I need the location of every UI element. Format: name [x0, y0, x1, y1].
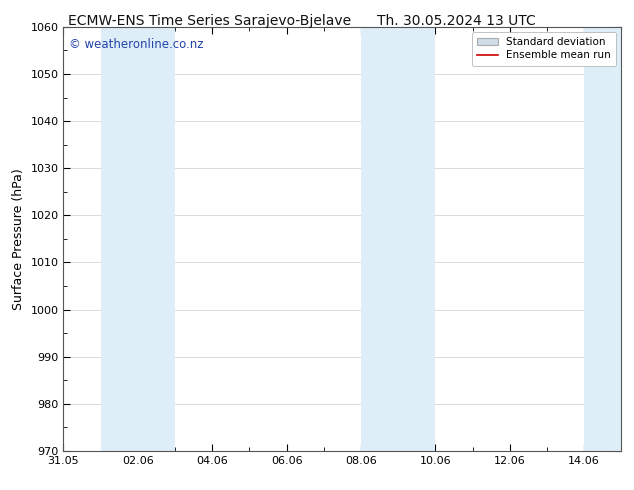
- Text: Th. 30.05.2024 13 UTC: Th. 30.05.2024 13 UTC: [377, 14, 536, 28]
- Y-axis label: Surface Pressure (hPa): Surface Pressure (hPa): [12, 168, 25, 310]
- Bar: [361, 27, 436, 451]
- Text: ECMW-ENS Time Series Sarajevo-Bjelave: ECMW-ENS Time Series Sarajevo-Bjelave: [68, 14, 351, 28]
- Bar: [584, 27, 621, 451]
- Bar: [101, 27, 175, 451]
- Legend: Standard deviation, Ensemble mean run: Standard deviation, Ensemble mean run: [472, 32, 616, 66]
- Text: © weatheronline.co.nz: © weatheronline.co.nz: [69, 38, 204, 50]
